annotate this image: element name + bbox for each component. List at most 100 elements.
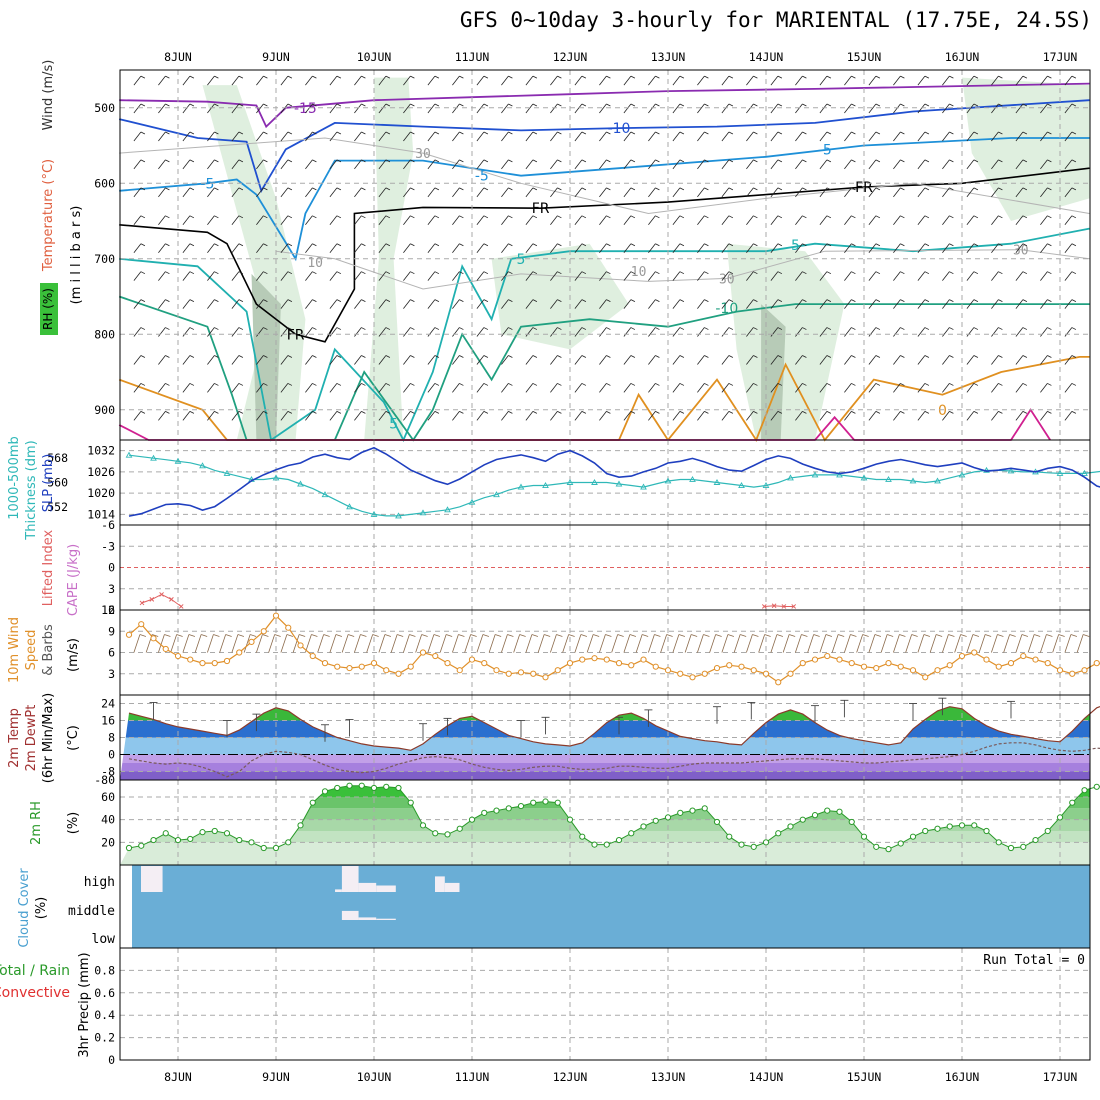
wind-barb	[165, 355, 170, 358]
wind-barb	[998, 187, 1003, 191]
wind-barb	[557, 355, 562, 358]
wind-barb	[697, 243, 705, 253]
wind-barb	[1040, 75, 1048, 86]
wind-barb-10m	[623, 634, 631, 653]
wind-speed-marker	[824, 652, 831, 660]
wind-barb	[403, 215, 411, 226]
wind-barb	[452, 271, 460, 281]
cloud-patch	[358, 882, 377, 892]
wind-barb	[966, 131, 975, 142]
wind-barb-10m	[286, 634, 294, 637]
temp-tick-label: 16	[101, 714, 115, 728]
wind-barb	[868, 299, 877, 309]
wind-barb	[182, 75, 191, 86]
rh-marker	[419, 822, 427, 829]
thickness-tick-label: 568	[47, 451, 68, 465]
wind-barb	[900, 187, 905, 191]
wind-barb	[280, 355, 289, 365]
wind-barb	[851, 159, 856, 163]
thickness-marker	[762, 482, 770, 488]
wind-barb	[648, 215, 656, 226]
wind-barb	[770, 75, 779, 86]
wind-barb	[746, 215, 754, 226]
wind-barb	[795, 383, 803, 393]
wind-barb	[231, 131, 240, 142]
lifted-index-marker	[771, 603, 777, 609]
li-tick-label: 6	[108, 603, 115, 617]
wind-barb	[459, 131, 464, 135]
day-label-bottom: 12JUN	[553, 1070, 588, 1084]
wind-barb	[581, 243, 587, 247]
wind-barb	[133, 187, 142, 198]
rh-marker	[762, 839, 770, 846]
wind-barb	[746, 159, 754, 170]
contour-label: 10	[307, 256, 323, 271]
ylabel-cape: CAPE (J/kg)	[66, 544, 81, 616]
wind-barb	[207, 327, 215, 337]
wind-barb	[777, 187, 783, 191]
wind-barb-10m	[452, 634, 459, 653]
wind-barb	[844, 215, 852, 226]
wind-barb	[361, 75, 366, 79]
wind-barb	[844, 383, 852, 393]
wind-barb	[550, 103, 558, 114]
wind-barb	[483, 131, 489, 135]
wind-barb	[581, 159, 587, 163]
wind-barb	[263, 411, 268, 414]
wind-barb	[1040, 159, 1048, 170]
ylabel-slp: SLP (mb)	[41, 454, 56, 513]
wind-barb	[875, 243, 881, 247]
thickness-marker	[1081, 469, 1088, 476]
wind-barb	[606, 243, 611, 247]
wind-barb	[942, 271, 950, 281]
wind-barb	[305, 355, 313, 365]
wind-speed-marker	[566, 660, 574, 667]
rh-marker	[664, 814, 672, 821]
wind-barb-10m	[1064, 634, 1072, 653]
wind-barb	[942, 103, 950, 114]
wind-barb	[746, 271, 754, 281]
wind-barb-10m	[678, 634, 686, 637]
wind-barb	[140, 411, 146, 414]
wind-barb	[336, 131, 342, 135]
wind-barb	[630, 243, 636, 247]
wind-barb	[770, 383, 779, 393]
wind-barb	[1071, 411, 1077, 414]
day-label-bottom: 11JUN	[455, 1070, 490, 1084]
wind-barb	[483, 383, 489, 386]
wind-barb	[378, 355, 387, 365]
wind-barb	[826, 131, 832, 135]
wind-barb	[1015, 75, 1024, 86]
wind-barb	[305, 411, 313, 421]
wind-barb	[189, 103, 195, 107]
lifted-index-line	[764, 605, 794, 607]
wind-barb	[501, 411, 509, 421]
wind-barb	[378, 131, 387, 142]
wind-barb	[182, 131, 191, 142]
wind-barb	[459, 103, 464, 107]
rh-contour	[119, 137, 1090, 215]
wind-barb	[655, 159, 660, 163]
wind-barb	[189, 299, 195, 302]
wind-barb	[434, 299, 440, 302]
wind-barb	[287, 411, 293, 414]
wind-barb	[1064, 299, 1073, 309]
wind-barb	[851, 75, 856, 79]
wind-barb	[623, 215, 632, 226]
wind-barb	[476, 75, 485, 86]
wind-barb	[557, 187, 562, 191]
wind-barb	[826, 159, 832, 163]
wind-barb	[263, 103, 268, 107]
wind-barb	[966, 411, 975, 421]
thickness-marker	[787, 474, 794, 481]
contour-label: -15	[294, 101, 317, 117]
wind-barb	[746, 187, 754, 198]
wind-barb-10m	[250, 634, 257, 637]
wind-barb	[1022, 327, 1028, 330]
wind-barb	[525, 131, 534, 142]
wind-barb	[844, 159, 852, 170]
wind-barb	[1071, 131, 1077, 135]
wind-barb	[819, 243, 828, 253]
ylabel-speed: Speed	[24, 630, 39, 671]
wind-barb	[1047, 355, 1052, 358]
